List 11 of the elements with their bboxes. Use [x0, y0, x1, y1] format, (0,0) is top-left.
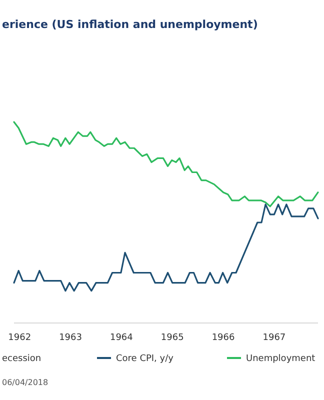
x-tick-label: 1966 [212, 333, 236, 343]
legend-label: Core CPI, y/y [116, 354, 174, 364]
text: 06/04/2018 [2, 378, 48, 387]
x-tick-label: 1965 [160, 333, 184, 343]
x-tick-label: 1964 [110, 333, 134, 343]
legend-label: Unemployment [246, 354, 316, 364]
x-tick-label: 1963 [59, 333, 82, 343]
x-tick-label: 1967 [262, 333, 286, 343]
chart-title: erience (US inflation and unemployment) [2, 18, 258, 31]
x-tick-label: 1962 [8, 333, 32, 343]
text: ecession [2, 354, 42, 364]
